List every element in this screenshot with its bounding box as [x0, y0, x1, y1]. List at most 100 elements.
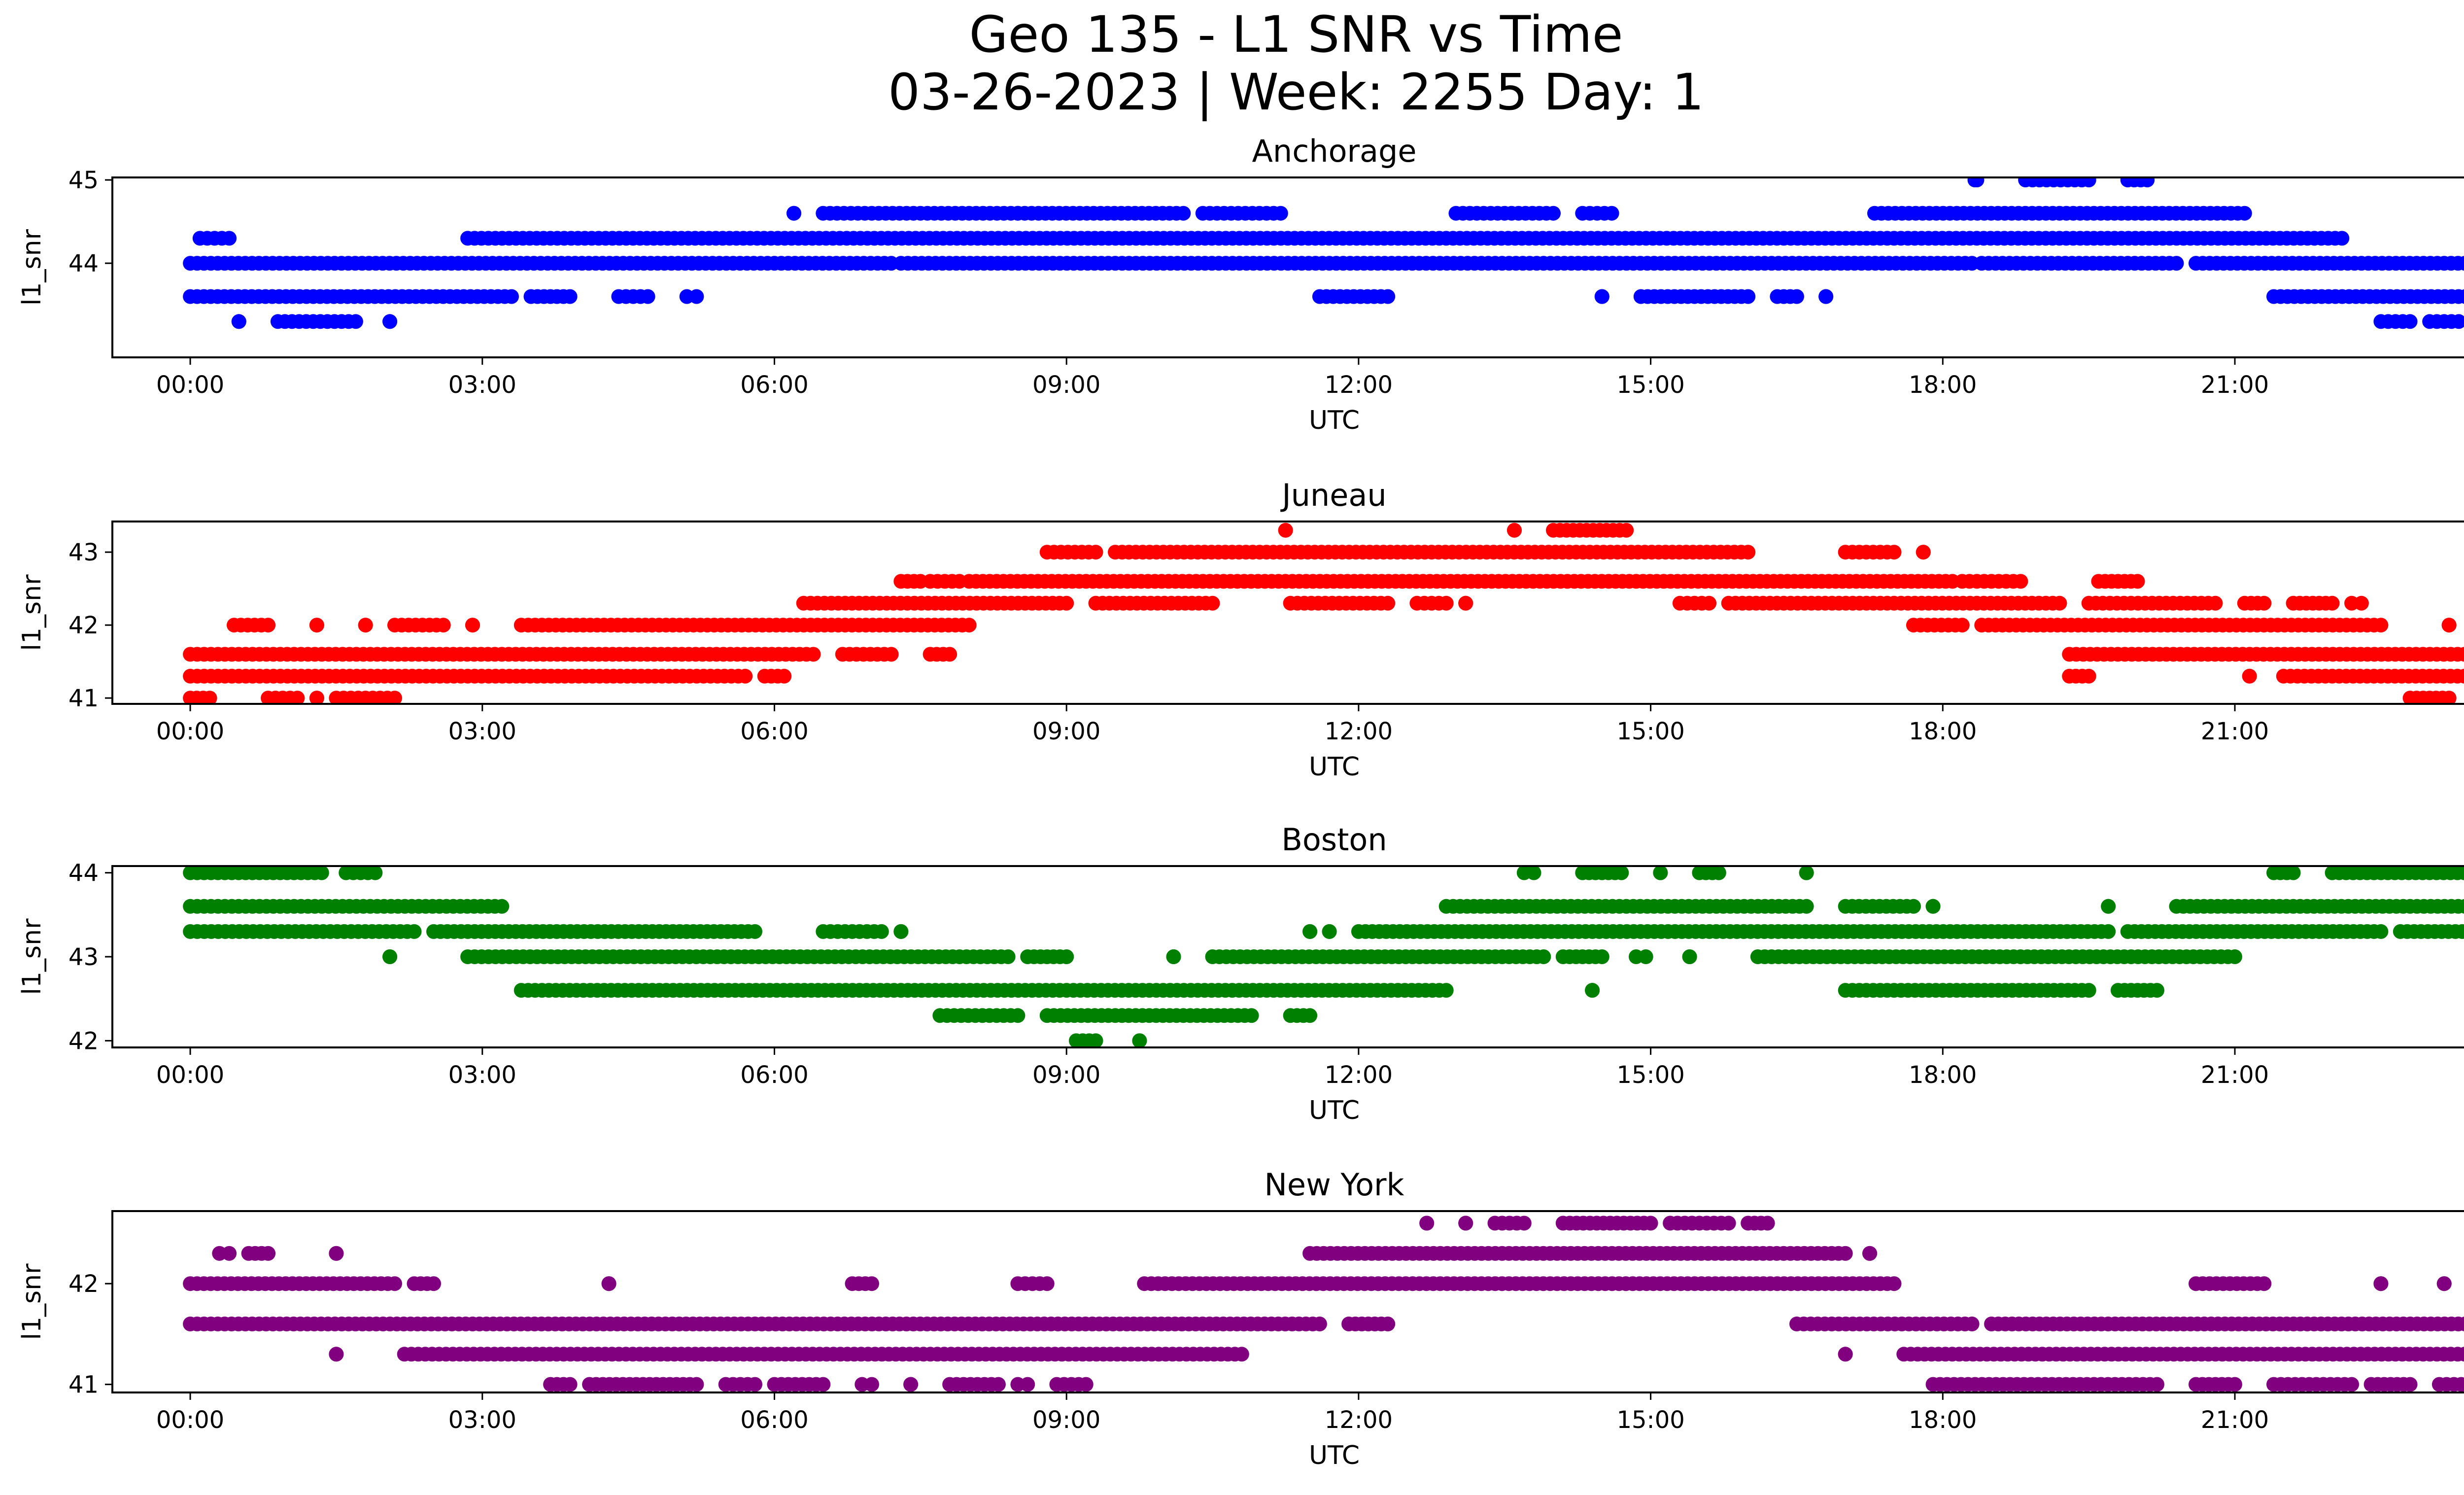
x-tick-label: 21:00 [2201, 371, 2269, 399]
data-point [1088, 545, 1103, 560]
data-point [1653, 866, 1668, 880]
data-point [1969, 177, 1985, 188]
x-tick-label: 12:00 [1325, 718, 1393, 745]
data-point [1604, 206, 1619, 221]
x-tick-label: 15:00 [1616, 371, 1684, 399]
data-point [2457, 256, 2464, 271]
data-point [2237, 206, 2252, 221]
data-point [1619, 522, 1634, 538]
data-point [2373, 618, 2389, 633]
x-tick-label: 12:00 [1325, 1061, 1393, 1089]
data-point [1789, 289, 1804, 304]
data-point [348, 314, 363, 329]
data-point [1166, 949, 1181, 964]
data-point [2140, 177, 2155, 188]
data-point [2373, 1276, 2389, 1291]
data-point [1546, 206, 1561, 221]
data-point [329, 1347, 344, 1362]
data-point [1594, 949, 1609, 964]
x-tick-label: 12:00 [1325, 371, 1393, 399]
data-point [368, 866, 383, 880]
data-point [2354, 595, 2369, 611]
data-point [1010, 1008, 1026, 1023]
data-point [864, 1276, 879, 1291]
data-point [2436, 1276, 2452, 1291]
data-point [2458, 1317, 2464, 1331]
x-tick-label: 03:00 [448, 371, 516, 399]
data-point [2101, 899, 2116, 914]
data-point [261, 1246, 276, 1261]
data-point [748, 1377, 762, 1392]
data-point [1507, 522, 1522, 538]
data-point [387, 691, 402, 704]
data-point [738, 668, 753, 684]
data-point [382, 314, 398, 329]
x-tick-label: 00:00 [156, 718, 224, 745]
x-tick-label: 12:00 [1325, 1406, 1393, 1434]
data-point [1954, 618, 1970, 633]
y-axis-label: l1_snr [17, 229, 47, 306]
data-point [2454, 1377, 2464, 1392]
x-axis-label: UTC [1309, 1096, 1360, 1125]
y-axis-label: l1_snr [17, 1263, 47, 1340]
data-point [884, 647, 899, 662]
data-point [1438, 595, 1454, 611]
x-tick-label: 21:00 [2201, 1406, 2269, 1434]
data-point [1458, 595, 1473, 611]
data-point [2461, 1378, 2464, 1391]
data-points [183, 1216, 2464, 1392]
y-tick-label: 42 [68, 612, 99, 639]
subplot-title: Anchorage [1252, 133, 1416, 169]
data-point [2457, 1347, 2464, 1362]
data-point [1886, 1276, 1902, 1291]
y-tick-label: 42 [68, 1270, 99, 1298]
data-point [2101, 924, 2116, 939]
x-tick-label: 03:00 [448, 1061, 516, 1089]
x-axis-label: UTC [1309, 752, 1360, 782]
data-point [261, 618, 276, 633]
data-point [2130, 574, 2145, 589]
data-point [1312, 1317, 1327, 1331]
data-point [1702, 595, 1717, 611]
data-point [1516, 1216, 1532, 1231]
data-point [407, 924, 422, 939]
data-point [426, 1276, 441, 1291]
data-point [2458, 899, 2464, 914]
data-point [2462, 926, 2464, 937]
data-point [1643, 1216, 1658, 1231]
data-point [1614, 866, 1629, 880]
data-point [874, 924, 889, 939]
data-point [1838, 1246, 1853, 1261]
axes-frame [111, 1210, 2464, 1393]
y-axis-label: l1_snr [17, 574, 47, 651]
data-point [689, 289, 704, 304]
y-tick-label: 41 [68, 1371, 99, 1399]
data-point [2257, 1276, 2272, 1291]
data-point [2242, 668, 2257, 684]
data-point [1916, 545, 1931, 560]
data-point [903, 1377, 919, 1392]
figure-title-line2: 03-26-2023 | Week: 2255 Day: 1 [888, 63, 1704, 122]
data-point [1458, 1216, 1473, 1231]
data-point [1818, 289, 1834, 304]
data-point [806, 647, 821, 662]
subplot-panels: Anchorage 00:00 03:00 06:00 09:00 12:00 15:00 1… [17, 133, 2464, 1470]
data-point [1039, 1276, 1055, 1291]
data-point [222, 231, 237, 246]
data-point [2402, 314, 2418, 329]
data-point [202, 691, 217, 704]
data-point [2457, 668, 2464, 684]
subplot-anchorage: Anchorage 00:00 03:00 06:00 09:00 12:00 15:00 1… [17, 133, 2464, 435]
data-point [1741, 289, 1756, 304]
x-tick-label: 15:00 [1616, 1406, 1684, 1434]
data-point [1000, 949, 1016, 964]
axes-frame [111, 176, 2464, 358]
data-point [1234, 1347, 1249, 1362]
data-point [1526, 866, 1541, 880]
data-point [1438, 983, 1454, 998]
data-point [2441, 691, 2457, 704]
x-tick-label: 21:00 [2201, 1061, 2269, 1089]
data-point [1176, 206, 1191, 221]
x-tick-label: 21:00 [2201, 718, 2269, 745]
data-point [562, 289, 578, 304]
